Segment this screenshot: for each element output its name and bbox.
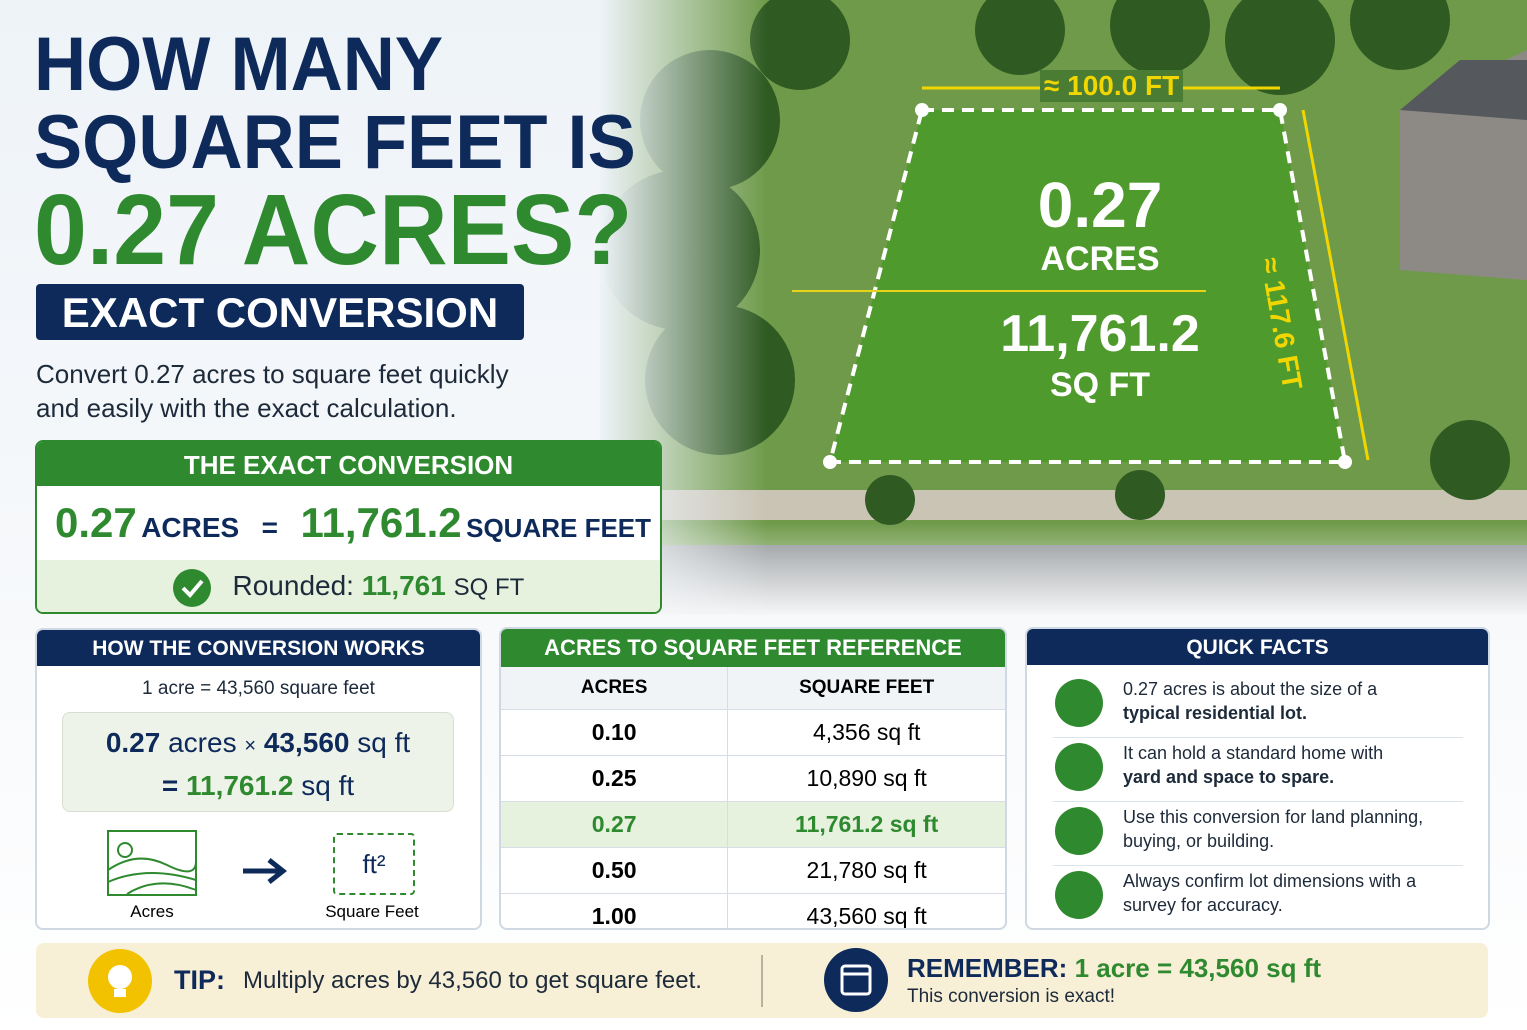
fact-bold: yard and space to spare. xyxy=(1123,767,1335,787)
description: Convert 0.27 acres to square feet quickl… xyxy=(36,359,509,423)
table-cell: 21,780 sq ft xyxy=(727,847,1005,894)
table-cell: 0.25 xyxy=(501,755,729,802)
table-cell: 0.50 xyxy=(501,847,729,894)
tip-label: TIP: xyxy=(174,965,225,995)
lot-sqft: 11,761.2 xyxy=(1000,305,1200,363)
rounded-unit: SQ FT xyxy=(453,574,525,601)
formula-part: 11,761.2 xyxy=(185,770,294,801)
bulb-icon xyxy=(88,949,152,1013)
table-cell: 11,761.2 sq ft xyxy=(727,801,1005,848)
remember-line: REMEMBER: 1 acre = 43,560 sq ft xyxy=(907,953,1321,984)
formula-part: 0.27 xyxy=(105,727,161,758)
table-cell: 43,560 sq ft xyxy=(727,893,1005,928)
tip-text: Multiply acres by 43,560 to get square f… xyxy=(243,967,702,994)
formula-part: sq ft xyxy=(301,770,355,801)
fact-bold: typical residential lot. xyxy=(1123,703,1308,723)
table-cell: 1.00 xyxy=(501,893,729,928)
fact-text-block: Always confirm lot dimensions with a sur… xyxy=(1123,869,1463,917)
table-cell: 0.10 xyxy=(501,709,729,756)
acres-icon xyxy=(107,830,197,896)
rule: 1 acre = 43,560 square feet xyxy=(142,678,375,699)
box-title: THE EXACT CONVERSION xyxy=(37,442,660,486)
panel-title: QUICK FACTS xyxy=(1027,629,1488,665)
acres-value: 0.27 xyxy=(55,499,137,546)
lot-acres: 0.27 xyxy=(1037,169,1163,241)
equals: = xyxy=(261,512,279,543)
formula-part: = xyxy=(161,770,179,801)
lot-sqft-unit: SQ FT xyxy=(1049,366,1151,404)
remember-label: REMEMBER: xyxy=(907,953,1068,983)
fact-icon xyxy=(1055,871,1103,919)
check-icon xyxy=(172,568,211,607)
fact-text-block: Use this conversion for land planning, b… xyxy=(1123,805,1463,853)
width-label: ≈ 100.0 FT xyxy=(1040,70,1184,102)
fact-icon xyxy=(1055,679,1103,727)
table-cell: 4,356 sq ft xyxy=(727,709,1005,756)
fact-item: Always confirm lot dimensions with a sur… xyxy=(1053,865,1463,928)
table-cell: 10,890 sq ft xyxy=(727,755,1005,802)
remember-value: 1 acre = 43,560 sq ft xyxy=(1074,953,1322,983)
calendar-icon xyxy=(824,948,888,1012)
table-row: 0.25 10,890 sq ft xyxy=(501,755,1005,802)
sqft-icon: ft² xyxy=(333,833,415,895)
title-highlight: 0.27 ACRES? xyxy=(34,174,633,286)
reference-table: ACRES SQUARE FEET 0.10 4,356 sq ft 0.25 10,89… xyxy=(501,667,1005,928)
footer-bar: TIP: Multiply acres by 43,560 to get squ… xyxy=(36,943,1488,1018)
quick-facts-panel: QUICK FACTS 0.27 acres is about the size… xyxy=(1025,627,1490,930)
aerial-photo xyxy=(600,0,1527,615)
lot-acres-unit: ACRES xyxy=(1006,240,1194,292)
title-line: SQUARE FEET IS xyxy=(34,100,636,185)
arrow-icon xyxy=(243,858,287,884)
formula-part: acres xyxy=(168,727,237,758)
acres-unit: ACRES xyxy=(141,512,240,543)
fact-item: It can hold a standard home with yard and… xyxy=(1053,737,1463,802)
panel-title: ACRES TO SQUARE FEET REFERENCE xyxy=(501,629,1005,667)
formula-part: 43,560 xyxy=(263,727,350,758)
formula-box: 0.27 acres × 43,560 sq ft = 11,761.2 sq … xyxy=(62,712,454,812)
table-row: 0.27 11,761.2 sq ft xyxy=(501,801,1005,848)
lot-overlay: 0.27 ACRES 11,761.2 SQ FT xyxy=(960,170,1240,404)
sqft-unit: SQUARE FEET xyxy=(466,513,652,543)
column-header: SQUARE FEET xyxy=(727,667,1005,710)
rounded-label: Rounded: xyxy=(232,570,354,601)
table-row: 0.50 21,780 sq ft xyxy=(501,847,1005,894)
fact-text: Always confirm lot dimensions with a sur… xyxy=(1123,871,1417,915)
formula-part: × xyxy=(244,735,257,757)
reference-table-panel: ACRES TO SQUARE FEET REFERENCE ACRES SQUA… xyxy=(499,627,1007,930)
fact-icon xyxy=(1055,807,1103,855)
column-header: ACRES xyxy=(501,667,729,710)
fact-icon xyxy=(1055,743,1103,791)
icon-label: Acres xyxy=(130,902,174,921)
rounded-value: 11,761 xyxy=(361,570,446,601)
divider xyxy=(761,955,763,1007)
icon-label: Square Feet xyxy=(325,902,419,921)
table-row: 0.10 4,356 sq ft xyxy=(501,709,1005,756)
rounded-row: Rounded: 11,761 SQ FT xyxy=(37,560,660,612)
how-it-works-panel: HOW THE CONVERSION WORKS 1 acre = 43,560… xyxy=(35,628,482,930)
exact-conversion-box: THE EXACT CONVERSION 0.27 ACRES = 11,761… xyxy=(35,440,662,614)
badge: EXACT CONVERSION xyxy=(36,284,524,340)
table-row: 1.00 43,560 sq ft xyxy=(501,893,1005,928)
sqft-value: 11,761.2 xyxy=(300,499,462,546)
conversion-line: 0.27 ACRES = 11,761.2 SQUARE FEET xyxy=(37,486,660,560)
fact-text-block: 0.27 acres is about the size of a typical… xyxy=(1123,677,1377,725)
remember-note: This conversion is exact! xyxy=(907,986,1116,1007)
fact-item: 0.27 acres is about the size of a typical… xyxy=(1053,673,1463,738)
fact-item: Use this conversion for land planning, b… xyxy=(1053,801,1463,866)
fact-text: 0.27 acres is about the size of a xyxy=(1123,679,1378,699)
fact-text: Use this conversion for land planning, b… xyxy=(1123,807,1424,851)
title-line: HOW MANY xyxy=(34,22,444,107)
panel-title: HOW THE CONVERSION WORKS xyxy=(37,630,480,666)
fact-text: It can hold a standard home with xyxy=(1123,743,1384,763)
fact-text-block: It can hold a standard home with yard and… xyxy=(1123,741,1383,789)
formula-part: sq ft xyxy=(357,727,411,758)
table-cell: 0.27 xyxy=(501,801,729,848)
